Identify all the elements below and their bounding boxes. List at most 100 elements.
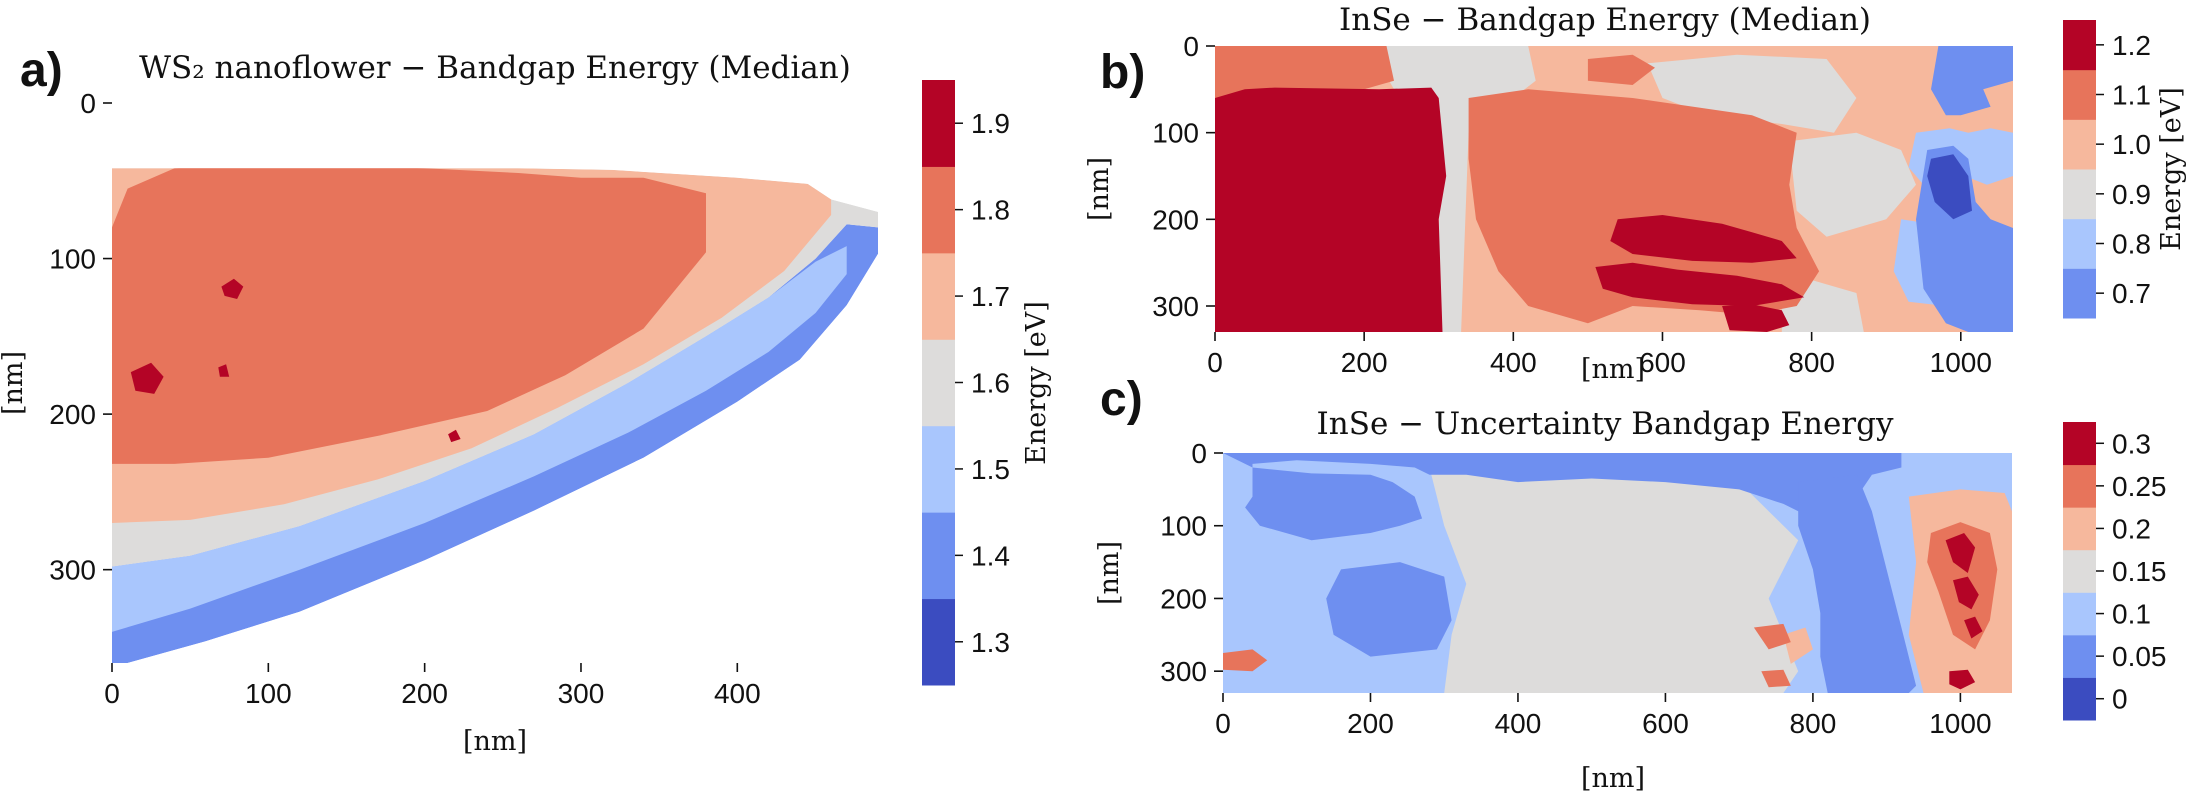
heatmap-region [1931, 46, 2013, 116]
colorbar-segment [2063, 218, 2096, 269]
x-tick-label: 200 [401, 678, 448, 709]
heatmap-region [1722, 304, 1790, 332]
heatmap-region [1326, 562, 1452, 657]
x-tick-label: 200 [1347, 708, 1394, 739]
heatmap-region [1223, 453, 1902, 533]
x-axis-label: [nm] [1581, 354, 1645, 385]
colorbar-segment [922, 425, 955, 513]
heatmap-region [1949, 669, 1976, 690]
chart-title: InSe − Bandgap Energy (Median) [1339, 2, 1871, 38]
heatmap-region [1379, 46, 1536, 332]
colorbar-segment [2063, 20, 2096, 71]
colorbar-tick-label: 0.9 [2112, 179, 2151, 210]
y-tick-label: 0 [80, 88, 96, 119]
y-tick-label: 200 [1160, 583, 1207, 614]
heatmap-cells [1223, 453, 2012, 693]
heatmap-region [1223, 453, 1423, 541]
chart-title: WS₂ nanoflower − Bandgap Energy (Median) [139, 50, 851, 86]
y-tick-label: 300 [49, 555, 96, 586]
colorbar-segment [2063, 119, 2096, 170]
heatmap-cells [1215, 46, 2013, 332]
x-tick-label: 1000 [1930, 347, 1992, 378]
y-tick-label: 200 [49, 399, 96, 430]
x-tick-label: 300 [558, 678, 605, 709]
colorbar-tick-label: 1.1 [2112, 80, 2151, 111]
colorbar-segment [2063, 268, 2096, 319]
colorbar-tick-label: 0.7 [2112, 278, 2151, 309]
heatmap-region [112, 246, 847, 632]
heatmap-region [1215, 46, 1394, 98]
panel-label: b) [1100, 46, 1145, 99]
colorbar-segment [2063, 422, 2096, 466]
x-tick-label: 0 [1215, 708, 1231, 739]
heatmap-region [1945, 533, 1976, 573]
colorbar-tick-label: 1.8 [971, 195, 1010, 226]
panel-label: c) [1100, 373, 1143, 426]
y-tick-label: 100 [49, 244, 96, 275]
x-tick-label: 400 [1495, 708, 1542, 739]
heatmap-region [221, 278, 244, 299]
colorbar-segment [922, 339, 955, 427]
colorbar-segment [922, 166, 955, 254]
y-axis-label: [nm] [1084, 157, 1115, 221]
heatmap-region [448, 429, 461, 443]
colorbar-tick-label: 1.3 [971, 627, 1010, 658]
x-tick-label: 0 [1207, 347, 1223, 378]
colorbar-segment [922, 80, 955, 167]
panel-label: a) [20, 44, 63, 97]
colorbar-segment [922, 512, 955, 600]
colorbar-label: Energy [eV] [2156, 87, 2187, 251]
y-tick-label: 300 [1152, 291, 1199, 322]
colorbar-tick-label: 1.2 [2112, 30, 2151, 61]
heatmap-region [1798, 474, 1917, 693]
x-tick-label: 400 [1490, 347, 1537, 378]
heatmap-region [1964, 616, 1983, 639]
x-tick-label: 400 [714, 678, 761, 709]
y-axis-label: [nm] [0, 351, 29, 415]
colorbar-tick-label: 0.3 [2112, 428, 2151, 459]
colorbar-segment [2063, 634, 2096, 678]
heatmap-region [1429, 463, 1799, 693]
colorbar-tick-label: 1.4 [971, 540, 1010, 571]
colorbar-tick-label: 0.8 [2112, 229, 2151, 260]
x-tick-label: 200 [1341, 347, 1388, 378]
x-tick-label: 1000 [1929, 708, 1991, 739]
colorbar-segment [2063, 592, 2096, 636]
heatmap-region [112, 162, 706, 464]
panel-b: 0 200 400 600 800 1000 0 100 200 300 InSe − Bandga… [1084, 2, 2187, 385]
panel-a: 0 100 200 300 400 0 100 200 300 WS₂ nanoflower − … [0, 44, 1052, 757]
colorbar-segment [2063, 464, 2096, 508]
heatmap-region [1215, 87, 1447, 332]
y-tick-label: 100 [1160, 511, 1207, 542]
colorbar-tick-label: 0.05 [2112, 641, 2167, 672]
heatmap-region [1783, 627, 1813, 664]
chart-title: InSe − Uncertainty Bandgap Energy [1317, 406, 1894, 442]
y-tick-label: 0 [1191, 438, 1207, 469]
y-tick-label: 300 [1160, 656, 1207, 687]
colorbar-tick-label: 0.2 [2112, 513, 2151, 544]
heatmap-region [218, 364, 230, 377]
heatmap-region [1927, 154, 1972, 220]
heatmap-region [1761, 669, 1791, 688]
heatmap-region [1610, 215, 1797, 263]
heatmap-region [1595, 262, 1805, 306]
panel-c: 0 200 400 600 800 1000 0 100 200 300 InSe − Uncert… [1094, 373, 2167, 794]
heatmap-region [1223, 649, 1268, 672]
colorbar-tick-label: 0.15 [2112, 556, 2167, 587]
colorbar-label: Energy [eV] [1021, 301, 1052, 465]
heatmap-region [1647, 54, 1857, 133]
y-tick-label: 200 [1152, 204, 1199, 235]
heatmap-region [1753, 623, 1791, 650]
colorbar-segment [922, 252, 955, 340]
colorbar-tick-label: 1.5 [971, 454, 1010, 485]
x-axis-label: [nm] [1581, 763, 1645, 794]
y-tick-label: 0 [1183, 31, 1199, 62]
colorbar-segment [2063, 69, 2096, 120]
x-tick-label: 100 [245, 678, 292, 709]
x-tick-label: 600 [1642, 708, 1689, 739]
x-tick-label: 800 [1788, 347, 1835, 378]
colorbar-segment [2063, 169, 2096, 220]
colorbar-tick-label: 0.25 [2112, 471, 2167, 502]
